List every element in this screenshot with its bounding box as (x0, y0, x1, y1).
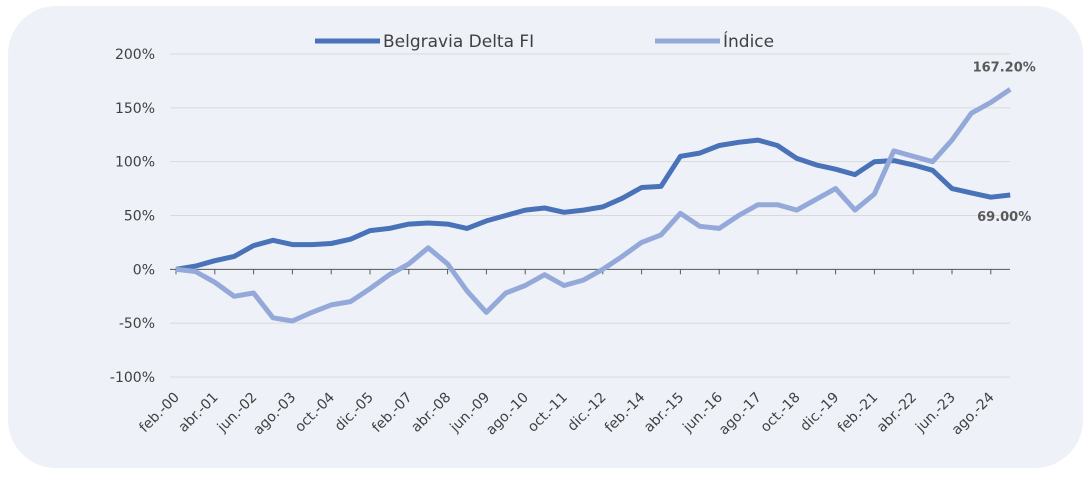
value-label: 167.20% (973, 60, 1036, 75)
value-label: 69.00% (977, 210, 1031, 225)
y-tick-label: 150% (115, 101, 155, 117)
y-tick-label: 200% (115, 47, 155, 63)
legend-label: Belgravia Delta FI (383, 32, 534, 52)
y-tick-label: -100% (110, 370, 155, 386)
y-tick-label: 100% (115, 155, 155, 171)
series-line (175, 137, 1011, 272)
y-tick-label: 0% (133, 262, 155, 278)
y-tick-label: -50% (119, 316, 155, 332)
legend-label: Índice (723, 30, 774, 52)
series-line (175, 87, 1012, 324)
y-tick-label: 50% (124, 209, 155, 225)
chart-background (8, 6, 1083, 468)
